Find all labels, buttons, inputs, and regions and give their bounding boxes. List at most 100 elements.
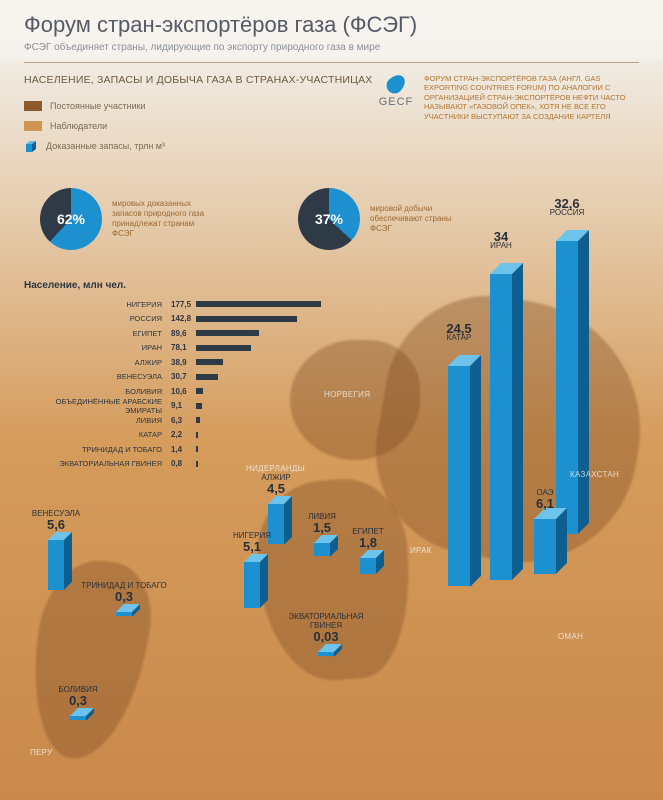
gecf-block: GECF ФОРУМ СТРАН-ЭКСПОРТЁРОВ ГАЗА (АНГЛ.… (378, 74, 644, 121)
reserves-bar-libya: 1,5 ЛИВИЯ (314, 543, 330, 557)
population-row: ТРИНИДАД И ТОБАГО 1,4 (20, 442, 330, 457)
page-subtitle: ФСЭГ объединяет страны, лидирующие по эк… (24, 42, 639, 53)
bar-label: ОАЭ (537, 488, 554, 497)
population-value: 89,6 (168, 329, 196, 338)
legend-label: Доказанные запасы, трлн м³ (46, 141, 165, 151)
flame-icon (383, 71, 408, 96)
population-country: ТРИНИДАД И ТОБАГО (20, 445, 168, 454)
population-bar (196, 446, 198, 452)
population-bar (196, 316, 297, 322)
gecf-description: ФОРУМ СТРАН-ЭКСПОРТЁРОВ ГАЗА (АНГЛ. GAS … (424, 74, 644, 121)
legend-observers: Наблюдатели (24, 116, 165, 136)
bar-label: АЛЖИР (261, 473, 290, 482)
population-bar (196, 461, 198, 467)
reserves-bar-nigeria: 5,1 НИГЕРИЯ (244, 562, 260, 608)
bar-value: 6,1 (536, 496, 554, 511)
population-row: КАТАР 2,2 (20, 428, 330, 443)
population-bar (196, 301, 321, 307)
bar-value: 5,6 (47, 517, 65, 532)
pie-value: 37% (315, 211, 343, 227)
population-row: НИГЕРИЯ 177,5 (20, 297, 330, 312)
reserves-bar-eqguinea: 0,03 ЭКВАТОРИАЛЬНАЯГВИНЕЯ (318, 652, 334, 657)
header: Форум стран-экспортёров газа (ФСЭГ) ФСЭГ… (24, 12, 639, 53)
bar-value: 0,3 (69, 693, 87, 708)
reserves-bar-egypt: 1,8 ЕГИПЕТ (360, 558, 376, 574)
pie-chart: 37% (298, 188, 360, 250)
cube-icon (24, 139, 38, 153)
legend-label: Постоянные участники (50, 101, 146, 111)
population-title: Население, млн чел. (24, 280, 330, 291)
population-chart: Население, млн чел. НИГЕРИЯ 177,5 РОССИЯ… (20, 280, 330, 471)
bar-label: КАТАР (447, 333, 472, 342)
legend-label: Наблюдатели (50, 121, 107, 131)
population-value: 2,2 (168, 430, 196, 439)
map-label: ПЕРУ (30, 748, 53, 757)
bar-label: ЕГИПЕТ (352, 527, 383, 536)
reserves-bar-trinidad: 0,3 ТРИНИДАД И ТОБАГО (116, 612, 132, 617)
population-value: 1,4 (168, 445, 196, 454)
map-label: НОРВЕГИЯ (324, 390, 370, 399)
reserves-bar-bolivia: 0,3 БОЛИВИЯ (70, 716, 86, 721)
bar-label: ЛИВИЯ (308, 512, 336, 521)
bar-label: БОЛИВИЯ (58, 685, 97, 694)
pie-reserves: 62% мировых доказанных запасов природног… (40, 188, 212, 250)
section-title: НАСЕЛЕНИЕ, ЗАПАСЫ И ДОБЫЧА ГАЗА В СТРАНА… (24, 74, 372, 86)
population-bar (196, 388, 203, 394)
population-value: 177,5 (168, 300, 196, 309)
pie-caption: мировой добычи обеспечивают страны ФСЭГ (370, 204, 470, 234)
population-bar (196, 359, 223, 365)
legend-swatch (24, 101, 42, 111)
population-bar (196, 403, 202, 409)
population-value: 38,9 (168, 358, 196, 367)
gecf-label: GECF (379, 96, 414, 108)
map-label: ОМАН (558, 632, 583, 641)
bar-value: 5,1 (243, 539, 261, 554)
pie-charts: 62% мировых доказанных запасов природног… (40, 188, 470, 250)
population-bar (196, 330, 259, 336)
population-value: 0,8 (168, 459, 196, 468)
bar-value: 1,5 (313, 520, 331, 535)
divider (24, 62, 639, 63)
pie-production: 37% мировой добычи обеспечивают страны Ф… (298, 188, 470, 250)
bar-value: 0,03 (313, 629, 338, 644)
bar-label: РОССИЯ (550, 208, 584, 217)
pie-caption: мировых доказанных запасов природного га… (112, 199, 212, 239)
population-country: НИГЕРИЯ (20, 300, 168, 309)
pie-chart: 62% (40, 188, 102, 250)
population-value: 30,7 (168, 372, 196, 381)
bar-value: 4,5 (267, 481, 285, 496)
reserves-bar-iran: 34 ИРАН (490, 274, 512, 580)
population-country: ИРАН (20, 343, 168, 352)
population-country: ВЕНЕСУЭЛА (20, 372, 168, 381)
reserves-bar-qatar: 24,5 КАТАР (448, 366, 470, 587)
reserves-bar-venezuela: 5,6 ВЕНЕСУЭЛА (48, 540, 64, 590)
pie-value: 62% (57, 211, 85, 227)
reserves-bar-russia: 32,6 РОССИЯ (556, 241, 578, 534)
gecf-logo: GECF (378, 74, 414, 120)
population-value: 142,8 (168, 314, 196, 323)
population-value: 10,6 (168, 387, 196, 396)
population-value: 6,3 (168, 416, 196, 425)
population-bar (196, 417, 200, 423)
bar-label: НИГЕРИЯ (233, 531, 271, 540)
reserves-bar-uae: 6,1 ОАЭ (534, 519, 556, 574)
population-country: БОЛИВИЯ (20, 387, 168, 396)
population-bar (196, 432, 198, 438)
page-title: Форум стран-экспортёров газа (ФСЭГ) (24, 12, 639, 38)
population-country: АЛЖИР (20, 358, 168, 367)
population-row: ЕГИПЕТ 89,6 (20, 326, 330, 341)
map-label: КАЗАХСТАН (570, 470, 619, 479)
population-country: ЛИВИЯ (20, 416, 168, 425)
bar-label: ЭКВАТОРИАЛЬНАЯГВИНЕЯ (289, 612, 364, 630)
population-value: 9,1 (168, 401, 196, 410)
legend: Постоянные участники Наблюдатели Доказан… (24, 96, 165, 156)
population-row: ОБЪЕДИНЁННЫЕ АРАБСКИЕ ЭМИРАТЫ 9,1 (20, 399, 330, 414)
bar-label: ТРИНИДАД И ТОБАГО (81, 581, 166, 590)
population-bar (196, 374, 218, 380)
population-row: РОССИЯ 142,8 (20, 312, 330, 327)
population-country: ЕГИПЕТ (20, 329, 168, 338)
population-country: ЭКВАТОРИАЛЬНАЯ ГВИНЕЯ (20, 459, 168, 468)
map-label: ИРАК (410, 546, 432, 555)
bar-label: ИРАН (490, 241, 512, 250)
population-country: КАТАР (20, 430, 168, 439)
